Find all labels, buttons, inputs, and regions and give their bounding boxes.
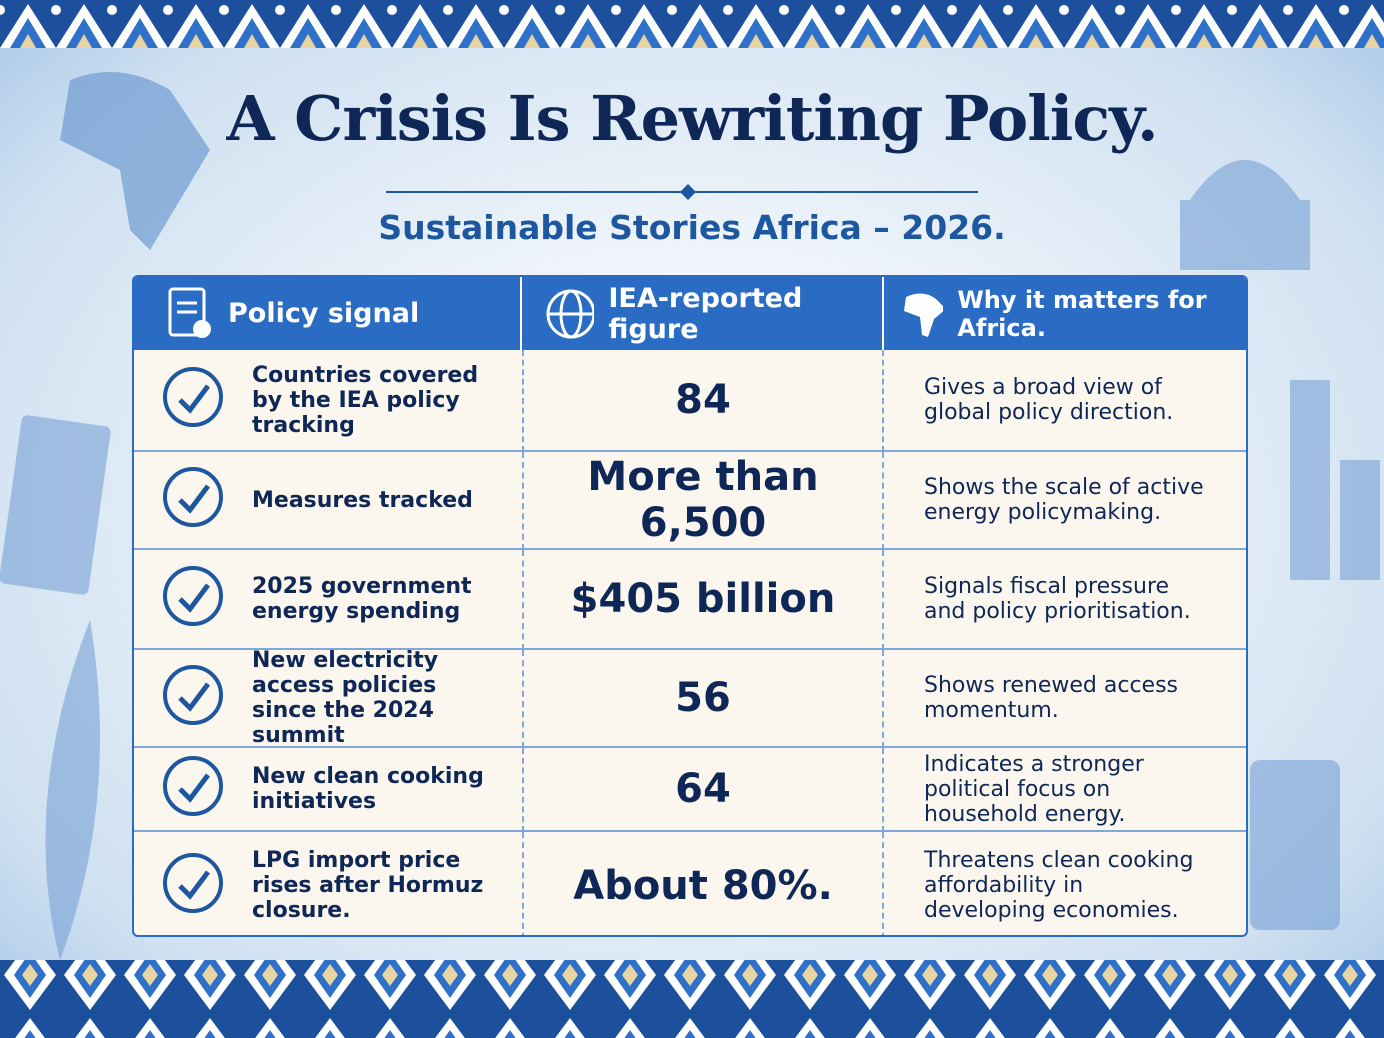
explanation-text: Threatens clean cooking affordability in…	[924, 848, 1194, 923]
figure: 64	[522, 748, 884, 832]
explanation: Shows renewed access momentum.	[884, 650, 1246, 748]
row-label-text: LPG import price rises after Hormuz clos…	[252, 848, 484, 923]
column-header-text: Why it matters for Africa.	[957, 285, 1207, 342]
figure: $405 billion	[522, 550, 884, 650]
explanation-text: Gives a broad view of global policy dire…	[924, 375, 1174, 425]
explanation: Gives a broad view of global policy dire…	[884, 350, 1246, 452]
explanation: Threatens clean cooking affordability in…	[884, 832, 1246, 935]
title: A Crisis Is Rewriting Policy.	[226, 82, 1158, 155]
explanation: Indicates a stronger political focus on …	[884, 748, 1246, 832]
figure: More than 6,500	[522, 452, 884, 550]
row-label-text: Countries covered by the IEA policy trac…	[252, 362, 479, 438]
row-label: Measures tracked	[134, 452, 522, 550]
row-label: 2025 government energy spending	[134, 550, 522, 650]
row-label-text: 2025 government energy spending	[252, 574, 472, 624]
row-label-text: New clean cooking initiatives	[252, 764, 484, 814]
column-header-text: Policy signal	[228, 298, 420, 329]
table: Policy signal IEA-reported figure Why it m…	[132, 275, 1248, 937]
column-header: Policy signal	[134, 277, 522, 350]
column-header: IEA-reported figure	[522, 277, 884, 350]
row-icon	[158, 362, 228, 438]
figure-text: More than 6,500	[587, 454, 819, 546]
explanation: Signals fiscal pressure and policy prior…	[884, 550, 1246, 650]
explanation-text: Signals fiscal pressure and policy prior…	[924, 574, 1191, 624]
figure-text: 84	[675, 377, 731, 423]
row-icon	[158, 561, 228, 637]
column-header-text: IEA-reported figure	[608, 282, 803, 345]
figure: 84	[522, 350, 884, 452]
explanation-text: Shows renewed access momentum.	[924, 673, 1179, 723]
row-icon	[158, 660, 228, 736]
row-label-text: New electricity access policies since th…	[252, 648, 439, 748]
row-label: LPG import price rises after Hormuz clos…	[134, 832, 522, 935]
figure-text: $405 billion	[570, 576, 836, 622]
row-label-text: Measures tracked	[252, 487, 473, 513]
explanation-text: Shows the scale of active energy policym…	[924, 475, 1204, 525]
row-icon	[158, 848, 228, 924]
figure-text: About 80%.	[573, 862, 833, 909]
figure-text: 64	[675, 766, 731, 812]
row-label: New electricity access policies since th…	[134, 648, 522, 748]
row-label: Countries covered by the IEA policy trac…	[134, 350, 522, 452]
explanation: Shows the scale of active energy policym…	[884, 452, 1246, 550]
figure: 56	[522, 650, 884, 748]
row-icon	[158, 751, 228, 827]
figure: About 80%.	[522, 832, 884, 935]
subtitle: Sustainable Stories Africa – 2026.	[378, 208, 1006, 247]
column-header: Why it matters for Africa.	[884, 277, 1246, 350]
row-label: New clean cooking initiatives	[134, 748, 522, 832]
explanation-text: Indicates a stronger political focus on …	[924, 751, 1144, 827]
figure-text: 56	[675, 675, 731, 721]
row-icon	[158, 462, 228, 538]
